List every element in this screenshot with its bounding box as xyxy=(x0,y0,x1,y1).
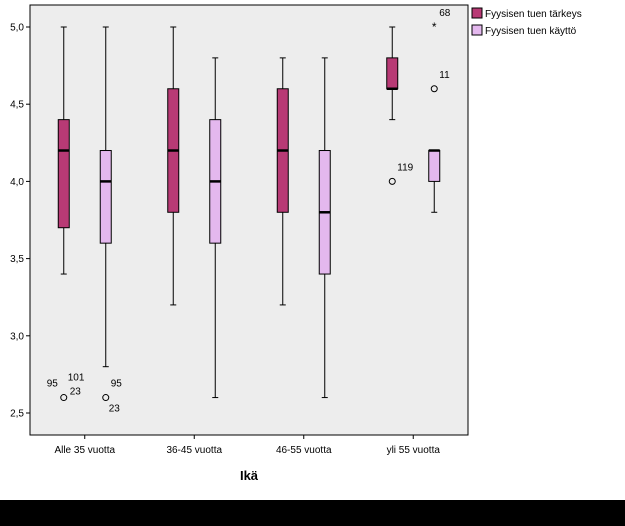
box-importance xyxy=(167,26,180,306)
x-axis: Alle 35 vuotta 36-45 vuotta 46-55 vuotta yl… xyxy=(54,435,440,456)
x-tick-label: Alle 35 vuotta xyxy=(54,445,115,456)
y-axis: 2,5 3,0 3,5 4,0 4,5 5,0 xyxy=(10,23,30,420)
outlier-label: 23 xyxy=(70,387,82,398)
box-body xyxy=(428,150,441,182)
legend-label: Fyysisen tuen tärkeys xyxy=(485,9,582,20)
outlier-label: 68 xyxy=(439,8,451,19)
y-tick-label: 3,5 xyxy=(10,254,24,265)
outlier-label: 95 xyxy=(111,379,123,390)
outlier-label: 101 xyxy=(68,373,85,384)
extreme-outlier-star: * xyxy=(432,20,437,34)
outlier-circle xyxy=(102,394,110,402)
legend-label: Fyysisen tuen käyttö xyxy=(485,26,577,37)
x-tick-label: 36-45 vuotta xyxy=(166,445,222,456)
outlier-circle xyxy=(430,85,438,93)
box-importance xyxy=(276,57,289,306)
y-tick-label: 2,5 xyxy=(10,409,24,420)
bottom-black-bar xyxy=(0,500,625,526)
legend: Fyysisen tuen tärkeys Fyysisen tuen käytt… xyxy=(471,7,582,37)
box-importance xyxy=(57,26,70,275)
outlier-points: 95 101 23 119 95 23 *68 11 xyxy=(47,8,451,415)
outlier-label: 119 xyxy=(397,162,413,173)
plot-area xyxy=(29,4,469,436)
y-tick-label: 3,0 xyxy=(10,331,24,342)
outlier-label: 23 xyxy=(109,404,121,415)
x-tick-label: yli 55 vuotta xyxy=(387,445,441,456)
outlier-circle xyxy=(388,177,396,185)
box-body xyxy=(386,57,399,90)
outlier-label: 11 xyxy=(439,70,450,81)
box-usage xyxy=(99,26,112,368)
outlier-label: 95 xyxy=(47,379,59,390)
outlier-circle xyxy=(60,394,68,402)
box-body xyxy=(57,119,70,229)
box-usage xyxy=(428,149,441,213)
box-series xyxy=(57,26,441,399)
box-usage xyxy=(318,57,331,399)
box-body xyxy=(99,150,112,244)
x-tick-label: 46-55 vuotta xyxy=(276,445,332,456)
boxplot-chart: 2,5 3,0 3,5 4,0 4,5 5,0 Alle 35 vuotta 36-45 v… xyxy=(10,4,582,483)
box-importance xyxy=(386,26,399,121)
legend-swatch xyxy=(471,24,483,36)
y-tick-label: 4,5 xyxy=(10,100,24,111)
y-tick-label: 5,0 xyxy=(10,23,24,34)
box-usage xyxy=(209,57,222,399)
y-tick-label: 4,0 xyxy=(10,177,24,188)
x-axis-title: Ikä xyxy=(240,468,259,483)
legend-swatch xyxy=(471,7,483,19)
